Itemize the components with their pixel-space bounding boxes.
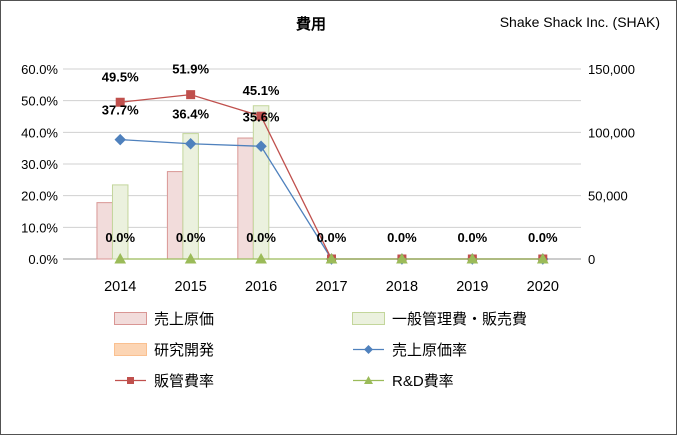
svg-text:35.6%: 35.6% bbox=[243, 109, 280, 124]
svg-text:0.0%: 0.0% bbox=[528, 230, 558, 245]
company-label: Shake Shack Inc. (SHAK) bbox=[499, 14, 660, 30]
cogs-ratio-swatch bbox=[352, 343, 385, 356]
svg-text:10.0%: 10.0% bbox=[21, 220, 58, 235]
chart-title: 費用 bbox=[295, 16, 326, 33]
legend-item-sga: 一般管理費・販売費 bbox=[352, 307, 527, 329]
svg-text:0.0%: 0.0% bbox=[246, 230, 276, 245]
svg-text:2020: 2020 bbox=[527, 279, 559, 295]
rnd-swatch bbox=[114, 342, 147, 356]
category-axis-labels: 2014 2015 2016 2017 2018 2019 2020 bbox=[104, 279, 559, 295]
sga-ratio-swatch bbox=[114, 374, 147, 387]
svg-text:2014: 2014 bbox=[104, 279, 136, 295]
legend-label-cost-of-sales: 売上原価 bbox=[154, 310, 215, 328]
svg-text:50.0%: 50.0% bbox=[21, 94, 58, 109]
svg-text:100,000: 100,000 bbox=[588, 125, 635, 140]
data-labels: 37.7% 36.4% 35.6% 49.5% 51.9% 45.1% 0.0% 0.0% 0.… bbox=[102, 62, 558, 245]
svg-text:50,000: 50,000 bbox=[588, 189, 628, 204]
legend-item-cost-of-sales: 売上原価 bbox=[114, 307, 352, 329]
svg-text:2019: 2019 bbox=[456, 279, 488, 295]
left-axis-labels: 0.0% 10.0% 20.0% 30.0% 40.0% 50.0% 60.0% bbox=[21, 62, 58, 267]
rnd-ratio-swatch bbox=[352, 374, 385, 387]
legend-item-rnd: 研究開発 bbox=[114, 338, 352, 360]
svg-text:60.0%: 60.0% bbox=[21, 62, 58, 77]
svg-text:20.0%: 20.0% bbox=[21, 189, 58, 204]
sga-swatch bbox=[352, 311, 385, 325]
line-series-2 bbox=[114, 252, 549, 264]
plot-area: 0.0% 10.0% 20.0% 30.0% 40.0% 50.0% 60.0% 0 50,00… bbox=[21, 62, 635, 295]
svg-text:2015: 2015 bbox=[175, 279, 207, 295]
svg-text:36.4%: 36.4% bbox=[172, 107, 209, 122]
svg-text:49.5%: 49.5% bbox=[102, 69, 139, 84]
svg-text:40.0%: 40.0% bbox=[21, 125, 58, 140]
bar-series-1 bbox=[111, 105, 270, 260]
svg-text:0.0%: 0.0% bbox=[458, 230, 488, 245]
legend-label-sga-ratio: 販管費率 bbox=[154, 372, 215, 390]
cost-of-sales-swatch bbox=[114, 311, 147, 325]
legend-item-sga-ratio: 販管費率 bbox=[114, 369, 352, 391]
legend-item-cogs-ratio: 売上原価率 bbox=[352, 338, 527, 360]
legend-label-rnd-ratio: R&D費率 bbox=[392, 372, 454, 390]
svg-text:0.0%: 0.0% bbox=[28, 252, 58, 267]
svg-text:0.0%: 0.0% bbox=[317, 230, 347, 245]
svg-text:2018: 2018 bbox=[386, 279, 418, 295]
svg-text:2016: 2016 bbox=[245, 279, 277, 295]
legend-label-cogs-ratio: 売上原価率 bbox=[392, 341, 468, 359]
legend-label-sga: 一般管理費・販売費 bbox=[392, 310, 528, 328]
svg-text:0.0%: 0.0% bbox=[105, 230, 135, 245]
svg-text:2017: 2017 bbox=[315, 279, 347, 295]
svg-text:0.0%: 0.0% bbox=[176, 230, 206, 245]
legend: 売上原価 一般管理費・販売費 研究開発 売上原価率 販管費率 R&D費率 bbox=[114, 307, 527, 391]
svg-text:30.0%: 30.0% bbox=[21, 157, 58, 172]
legend-item-rnd-ratio: R&D費率 bbox=[352, 369, 527, 391]
svg-text:45.1%: 45.1% bbox=[243, 83, 280, 98]
svg-text:150,000: 150,000 bbox=[588, 62, 635, 77]
svg-text:0.0%: 0.0% bbox=[387, 230, 417, 245]
svg-text:37.7%: 37.7% bbox=[102, 103, 139, 118]
svg-text:0: 0 bbox=[588, 252, 595, 267]
svg-text:51.9%: 51.9% bbox=[172, 62, 209, 77]
right-axis-labels: 0 50,000 100,000 150,000 bbox=[588, 62, 635, 267]
legend-label-rnd: 研究開発 bbox=[154, 341, 215, 359]
